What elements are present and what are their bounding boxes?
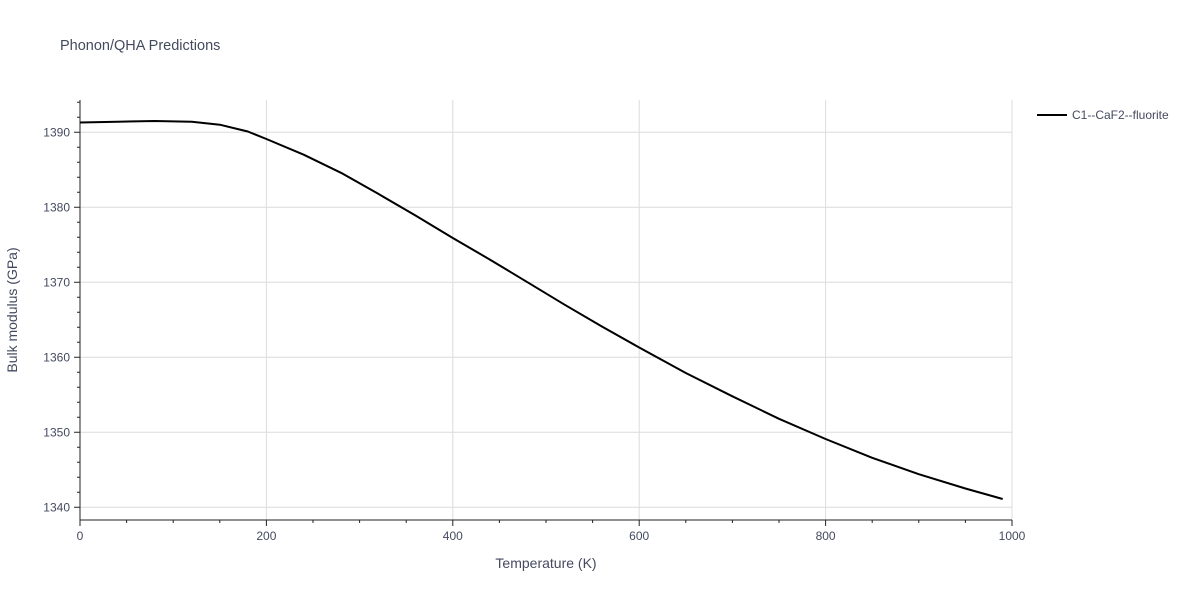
y-tick-label: 1350 <box>43 425 70 439</box>
x-tick-label: 800 <box>816 529 836 543</box>
x-tick-label: 1000 <box>999 529 1026 543</box>
legend-label: C1--CaF2--fluorite <box>1072 108 1169 122</box>
y-tick-label: 1360 <box>43 350 70 364</box>
x-tick-label: 200 <box>256 529 276 543</box>
series-layer <box>79 120 1003 500</box>
legend[interactable]: C1--CaF2--fluorite <box>1037 108 1169 122</box>
y-axis-title: Bulk modulus (GPa) <box>4 247 20 372</box>
y-tick-label: 1390 <box>43 125 70 139</box>
x-tick-label: 0 <box>77 529 84 543</box>
legend-item[interactable]: C1--CaF2--fluorite <box>1037 108 1169 122</box>
grid-lines <box>80 100 1013 520</box>
y-tick-label: 1340 <box>43 500 70 514</box>
y-tick-label: 1370 <box>43 275 70 289</box>
axes: 0 200 400 600 800 1000 1340 1350 1360 1370 1380 139… <box>43 100 1026 543</box>
x-axis-title: Temperature (K) <box>495 555 596 571</box>
chart-title: Phonon/QHA Predictions <box>60 38 220 54</box>
y-tick-label: 1380 <box>43 200 70 214</box>
series-line <box>79 120 1003 500</box>
x-tick-label: 600 <box>629 529 649 543</box>
x-tick-label: 400 <box>443 529 463 543</box>
